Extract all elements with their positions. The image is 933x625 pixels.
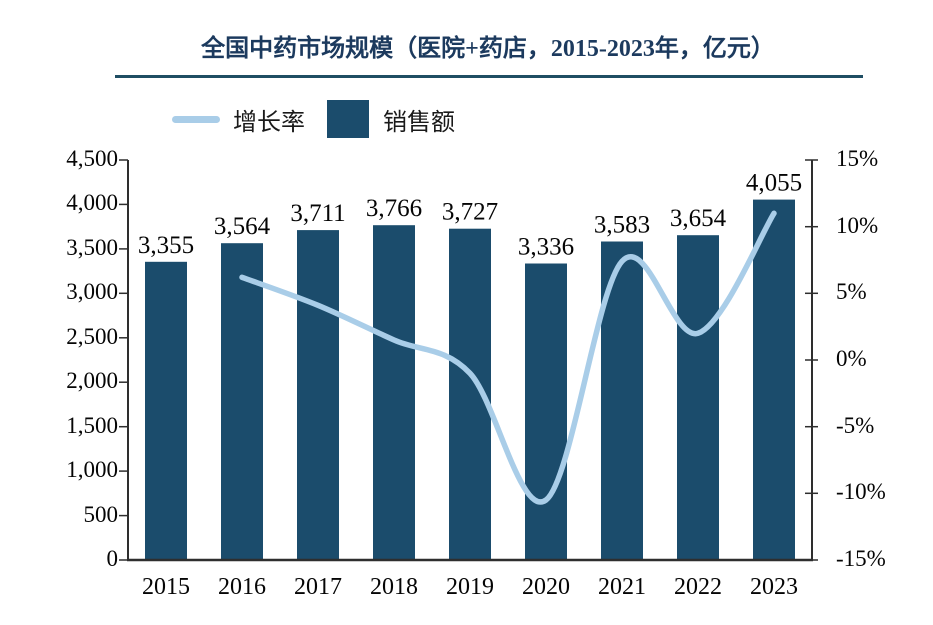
- x-axis-label-2016: 2016: [218, 574, 266, 600]
- bar-2016: [221, 243, 263, 560]
- x-axis-label-2022: 2022: [674, 574, 722, 600]
- x-axis-label-2020: 2020: [522, 574, 570, 600]
- right-axis-tick-label: -5%: [836, 412, 875, 438]
- left-axis-tick-label: 1,000: [66, 457, 118, 483]
- left-axis-tick-label: 4,000: [66, 190, 118, 216]
- bar-value-label-2023: 4,055: [746, 170, 802, 197]
- x-axis-label-2017: 2017: [294, 574, 342, 600]
- bar-2023: [753, 199, 795, 560]
- bar-value-label-2016: 3,564: [214, 213, 271, 240]
- left-axis-tick-label: 500: [83, 501, 119, 527]
- chart-title: 全国中药市场规模（医院+药店，2015-2023年，亿元）: [201, 36, 775, 62]
- left-axis-tick-label: 3,500: [66, 234, 118, 260]
- x-axis-label-2018: 2018: [370, 574, 418, 600]
- bar-2022: [677, 235, 719, 560]
- bar-value-label-2019: 3,727: [442, 199, 498, 226]
- bar-value-label-2020: 3,336: [518, 234, 574, 261]
- right-axis-tick-label: 15%: [836, 146, 879, 171]
- bar-value-label-2015: 3,355: [138, 232, 194, 259]
- left-axis-tick-label: 4,500: [66, 146, 118, 171]
- bar-series-swatch-icon: [327, 100, 369, 138]
- right-axis-tick-label: 0%: [836, 346, 867, 371]
- left-axis-tick-label: 0: [106, 546, 119, 571]
- legend-label-growth-rate: 增长率: [233, 109, 305, 136]
- bar-2020: [525, 263, 567, 560]
- x-axis-label-2023: 2023: [750, 574, 798, 600]
- x-axis-label-2015: 2015: [142, 574, 190, 600]
- left-axis-tick-label: 2,000: [66, 368, 118, 394]
- right-axis-tick-label: -10%: [836, 479, 886, 505]
- chart-legend: 增长率 销售额: [172, 98, 455, 140]
- legend-item-growth-rate: 增长率: [172, 102, 305, 137]
- bar-value-label-2018: 3,766: [366, 195, 422, 222]
- bar-2015: [145, 261, 187, 560]
- title-underline: [115, 75, 863, 78]
- bar-2017: [297, 230, 339, 560]
- left-axis-tick-label: 2,500: [66, 323, 118, 349]
- line-series-swatch-icon: [172, 115, 220, 123]
- right-axis-tick-label: -15%: [836, 546, 886, 571]
- growth-rate-line: [239, 210, 777, 505]
- right-axis-tick-label: 5%: [836, 279, 867, 305]
- bar-2018: [373, 225, 415, 560]
- x-axis-label-2019: 2019: [446, 574, 494, 600]
- bar-value-label-2017: 3,711: [290, 200, 345, 227]
- bar-value-label-2021: 3,583: [594, 212, 650, 239]
- left-axis-tick-label: 3,000: [66, 279, 118, 305]
- legend-label-sales: 销售额: [383, 109, 455, 136]
- bar-value-label-2022: 3,654: [670, 205, 727, 232]
- x-axis-label-2021: 2021: [598, 574, 646, 600]
- legend-item-sales: 销售额: [305, 100, 455, 138]
- right-axis-tick-label: 10%: [836, 212, 879, 238]
- left-axis-tick-label: 1,500: [66, 412, 118, 438]
